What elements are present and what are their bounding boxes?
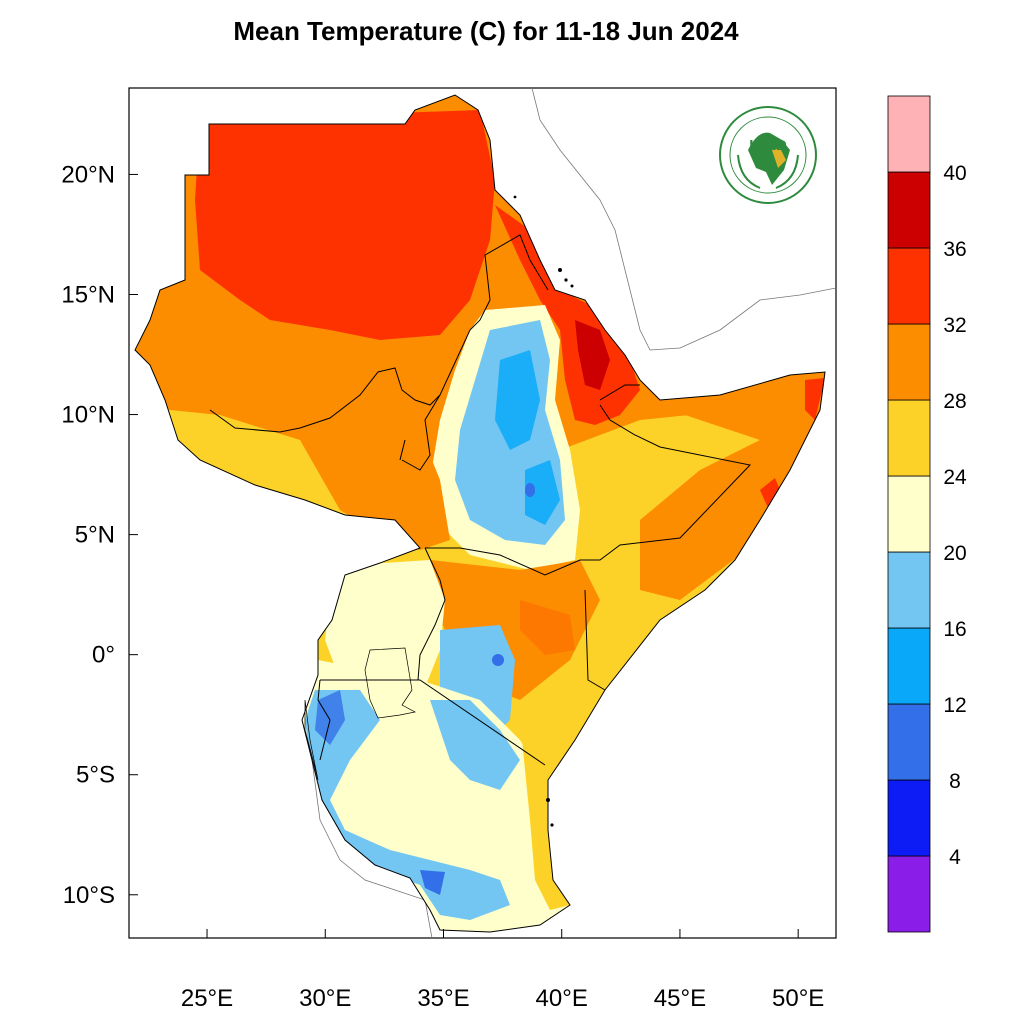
colorbar-label: 8	[949, 770, 961, 793]
laurel-left-icon	[737, 154, 761, 189]
lon-tick-label: 30°E	[299, 985, 351, 1012]
colorbar-bin	[887, 627, 931, 705]
lon-tick-label: 45°E	[654, 985, 706, 1012]
map-title: Mean Temperature (C) for 11-18 Jun 2024	[233, 16, 739, 46]
colorbar-bin	[887, 247, 931, 325]
colorbar-label: 32	[943, 314, 966, 337]
colorbar-bin	[887, 551, 931, 629]
colorbar-label: 28	[943, 390, 966, 413]
colorbar-bin	[887, 855, 931, 933]
africa-icon	[748, 132, 790, 185]
colorbar-label: 12	[943, 694, 966, 717]
lat-tick-label: 10°N	[61, 402, 115, 429]
coastline	[134, 94, 826, 933]
lon-tick-label: 35°E	[417, 985, 469, 1012]
lon-tick-label: 50°E	[772, 985, 824, 1012]
lat-tick-label: 0°	[92, 642, 115, 669]
lat-tick-label: 15°N	[61, 281, 115, 308]
lakes	[304, 647, 417, 781]
lat-tick-label: 5°S	[76, 762, 115, 789]
colorbar-label: 20	[943, 542, 966, 565]
lat-tick-label: 5°N	[75, 522, 115, 549]
colorbar-bin	[887, 323, 931, 401]
lat-tick-label: 10°S	[63, 882, 115, 909]
colorbar-bin	[887, 475, 931, 553]
igad-logo-text: IGAD	[749, 137, 787, 154]
colorbar-label: 24	[943, 466, 967, 489]
colorbar-bin	[887, 779, 931, 857]
colorbar: 4 8 12 16 20 24 28 32 36 40	[887, 95, 967, 933]
red-sea-islands	[513, 195, 574, 827]
country-borders	[209, 234, 751, 766]
colorbar-label: 36	[943, 238, 966, 261]
colorbar-label: 16	[943, 618, 966, 641]
colorbar-bin	[887, 703, 931, 781]
lon-tick-label: 40°E	[536, 985, 588, 1012]
colorbar-bin	[887, 399, 931, 477]
colorbar-bin	[887, 95, 931, 173]
axis-ticks: 25°E 30°E 35°E 40°E 45°E 50°E 20°N 15°N 10°N 5°N 0…	[61, 161, 824, 1012]
laurel-right-icon	[775, 154, 799, 189]
colorbar-label: 40	[943, 162, 966, 185]
lat-tick-label: 20°N	[61, 161, 115, 188]
colorbar-bin	[887, 171, 931, 249]
colorbar-label: 4	[949, 846, 961, 869]
lon-tick-label: 25°E	[181, 985, 233, 1012]
igad-logo: IGAD	[719, 106, 817, 204]
